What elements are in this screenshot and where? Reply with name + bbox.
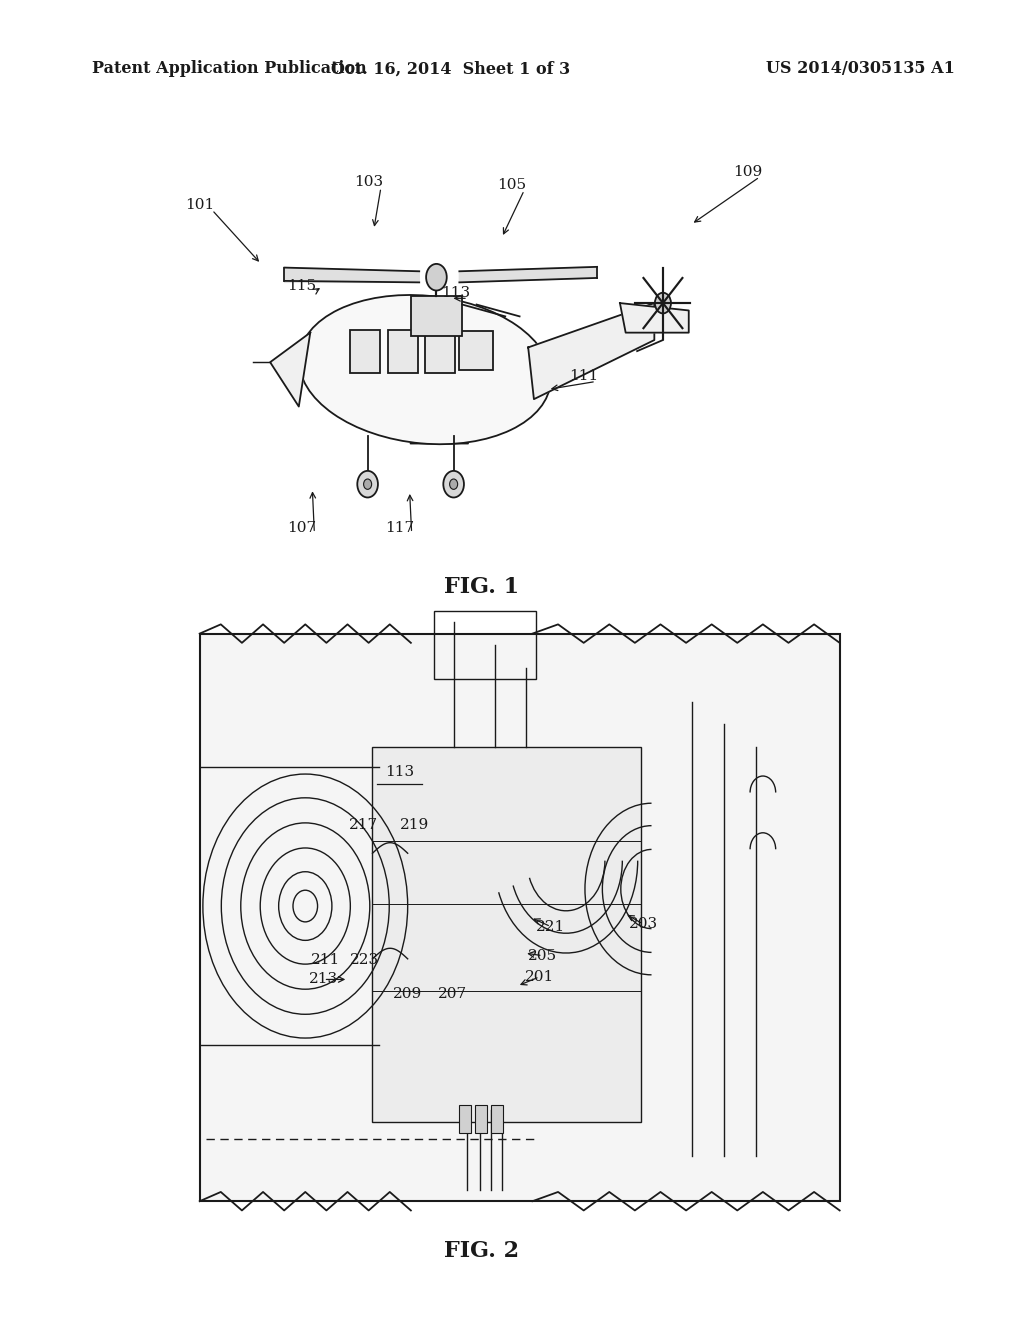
Text: 111: 111	[569, 370, 598, 383]
Text: 201: 201	[525, 970, 554, 983]
Bar	[459, 1105, 471, 1133]
Bar	[200, 634, 840, 1201]
Bar	[411, 296, 462, 337]
Circle shape	[357, 471, 378, 498]
Polygon shape	[620, 304, 689, 333]
Text: 219: 219	[400, 818, 429, 832]
Circle shape	[450, 479, 458, 490]
Text: 115: 115	[288, 280, 316, 293]
Text: 113: 113	[441, 286, 470, 300]
Polygon shape	[528, 304, 654, 399]
Text: 105: 105	[498, 178, 526, 191]
Text: 203: 203	[629, 917, 657, 931]
Bar	[475, 1105, 487, 1133]
Bar	[425, 330, 455, 374]
Text: US 2014/0305135 A1: US 2014/0305135 A1	[766, 61, 954, 77]
Text: 209: 209	[393, 987, 422, 1001]
Text: Patent Application Publication: Patent Application Publication	[92, 61, 367, 77]
Text: 207: 207	[438, 987, 467, 1001]
Circle shape	[655, 293, 671, 313]
Text: 103: 103	[354, 176, 383, 189]
Text: 113: 113	[385, 766, 414, 779]
Text: 213: 213	[309, 973, 338, 986]
Ellipse shape	[299, 294, 551, 445]
Polygon shape	[460, 267, 597, 282]
Text: 107: 107	[288, 521, 316, 535]
Text: 117: 117	[385, 521, 414, 535]
Polygon shape	[270, 333, 310, 407]
Bar	[492, 1105, 504, 1133]
Text: 101: 101	[185, 198, 214, 211]
Text: FIG. 1: FIG. 1	[443, 577, 519, 598]
Text: FIG. 2: FIG. 2	[443, 1241, 519, 1262]
Bar	[460, 331, 493, 370]
Text: Oct. 16, 2014  Sheet 1 of 3: Oct. 16, 2014 Sheet 1 of 3	[331, 61, 570, 77]
Circle shape	[426, 264, 446, 290]
Bar	[388, 330, 418, 374]
Text: 217: 217	[349, 818, 378, 832]
Text: 221: 221	[537, 920, 565, 933]
Bar	[373, 747, 641, 1122]
Circle shape	[443, 471, 464, 498]
Bar	[434, 611, 537, 678]
Text: 109: 109	[733, 165, 762, 178]
Circle shape	[364, 479, 372, 490]
Bar	[350, 330, 380, 374]
Text: 223: 223	[350, 953, 379, 966]
Text: 205: 205	[528, 949, 557, 962]
Text: 211: 211	[311, 953, 340, 966]
Polygon shape	[285, 268, 419, 282]
